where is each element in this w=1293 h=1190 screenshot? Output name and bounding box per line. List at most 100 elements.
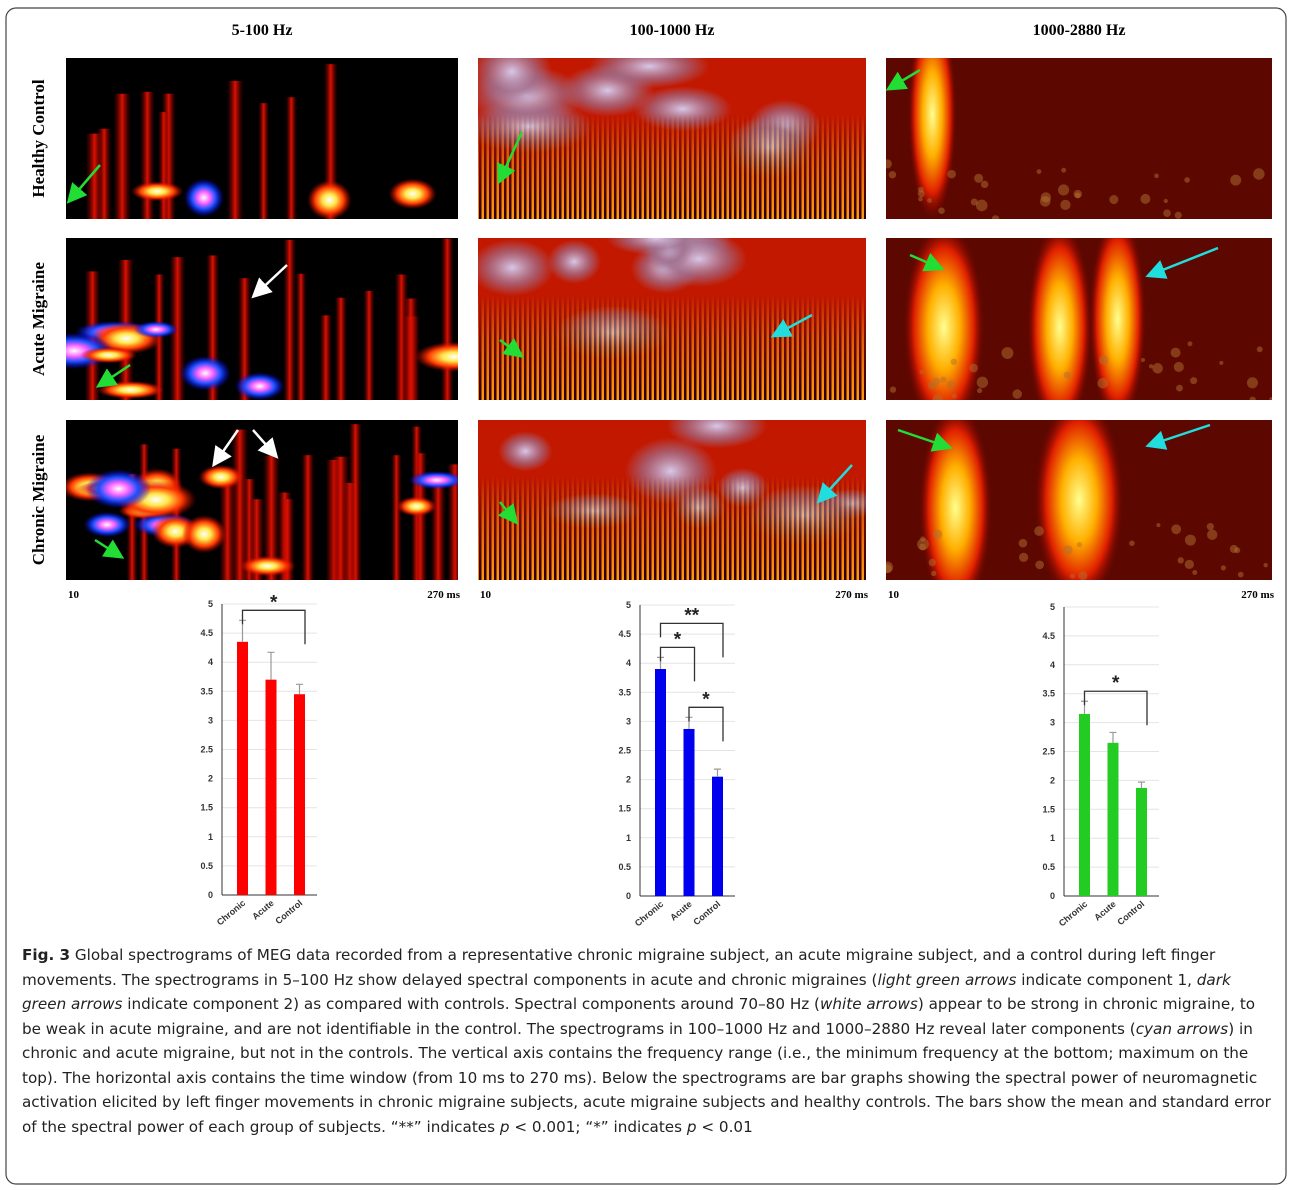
error-bar [267,651,275,680]
speckle [1060,199,1071,210]
bar-chart: 0 0.5 1 1.5 2 2.5 3 3.5 4 4.5 5 Chronic AcuteControl… [618,600,735,928]
blob [180,355,231,391]
spectrogram [886,420,1272,580]
speckle [940,376,947,383]
blob [239,555,296,577]
spectrogram-image [886,238,1272,400]
y-tick-label: 0.5 [1042,862,1055,872]
speckle [1219,360,1224,365]
speckle [1097,378,1108,389]
arrow [497,131,524,185]
speckle [886,159,892,169]
arrow [1145,423,1211,450]
bar-chart: 0 0.5 1 1.5 2 2.5 3 3.5 4 4.5 5 Chronic AcuteControl… [1042,602,1159,928]
speckle [1177,557,1184,564]
bar [1107,742,1119,896]
spectrogram-image [478,420,866,580]
x-tick-label: Control [1115,899,1146,927]
y-tick-label: 4.5 [200,628,213,638]
speckle [1176,384,1183,392]
streak [85,133,104,219]
speckle [1170,347,1181,358]
stripes [478,476,866,580]
speckle [1192,570,1198,575]
y-tick-label: 4.5 [618,629,631,639]
bar [265,679,277,895]
bar [237,641,248,895]
streak [262,455,280,580]
x-tick-label: Chronic [1057,899,1089,929]
speckle [1184,177,1190,183]
arrow [770,313,813,338]
speckle [1249,396,1256,400]
caption-label: Fig. 3 [22,946,71,964]
caption-text: ) appear to be strong in chronic migrain… [22,995,1256,1038]
spectrogram [66,420,458,580]
y-tick-label: 1 [208,832,213,842]
speckle [931,570,937,577]
arrow [95,363,131,388]
y-tick-label: 2.5 [1042,747,1055,757]
speckle [1109,195,1119,205]
blob [198,464,244,490]
streak [301,455,315,580]
streak [158,112,170,219]
speckle [1269,397,1272,400]
streak [403,298,419,400]
speckle [917,538,929,551]
speckle [1237,571,1244,578]
spectrogram [886,238,1272,400]
caption-text: white arrows [819,995,918,1013]
blob [498,431,553,472]
significance-bracket [688,706,724,742]
column-title: 5-100 Hz [232,22,293,39]
y-tick-label: 1 [1050,833,1055,843]
speckle [918,196,923,202]
spectrogram [478,238,866,400]
speckle [1140,193,1151,204]
streak [227,80,244,219]
time-start: 10 [480,589,492,601]
y-tick-label: 3.5 [618,687,631,697]
error-bar [1138,781,1145,788]
y-tick-label: 2 [208,774,213,784]
speckle [1148,364,1154,369]
speckle [932,377,941,386]
bar-chart: 0 0.5 1 1.5 2 2.5 3 3.5 4 4.5 5 Chronic AcuteControl… [200,592,317,927]
bar [294,694,305,895]
speckle [1036,169,1042,174]
y-tick-label: 2 [626,775,631,785]
streak [283,239,296,400]
spectrogram [66,238,458,400]
caption-text: < 0.01 [696,1117,753,1136]
error-bar [714,768,721,777]
speckle [1263,562,1268,568]
significance-bracket [659,646,696,682]
blob [83,511,131,538]
arrow [1145,246,1219,279]
y-tick-label: 0.5 [618,862,631,872]
spectrogram [478,58,866,219]
speckle [886,561,894,574]
caption-text: Global spectrograms of MEG data recorded… [22,946,1216,989]
streak [430,477,446,580]
speckle [974,173,984,183]
x-tick-label: Acute [1092,899,1118,923]
significance-bracket [659,622,724,658]
row-label: Chronic Migraine [29,434,48,565]
arrow [816,464,853,504]
y-tick-label: 5 [208,599,213,609]
streak [348,424,362,580]
y-tick-label: 3 [626,716,631,726]
blob [133,321,179,338]
streak [440,238,454,400]
caption-text: cyan arrows [1135,1019,1229,1038]
blob [396,496,437,517]
column-title: 100-1000 Hz [630,22,715,39]
y-tick-label: 4 [208,657,213,667]
arrow [497,501,519,525]
speckle [1152,363,1163,374]
streak [295,273,307,400]
y-tick-label: 2.5 [618,746,631,756]
